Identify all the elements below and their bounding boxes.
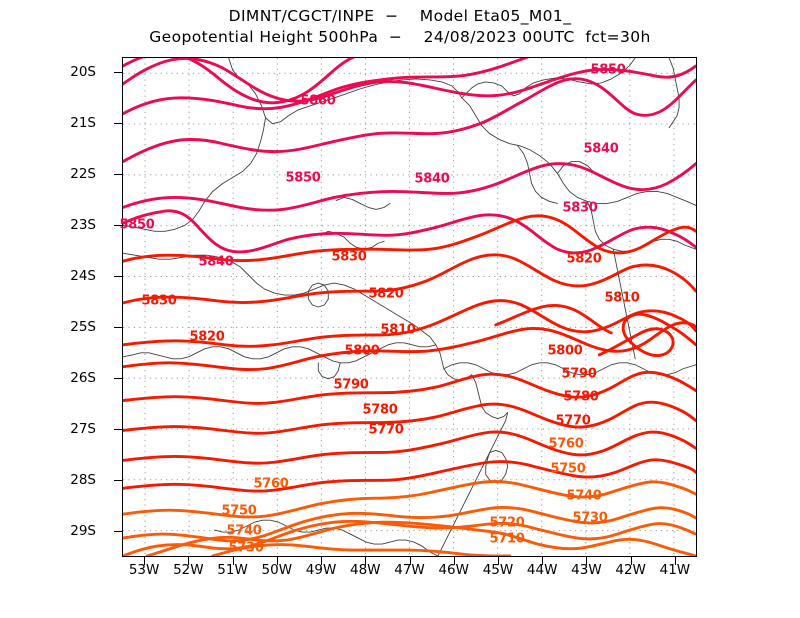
contour-label: 5760: [253, 476, 289, 492]
y-axis-tick-label: 27S: [70, 421, 96, 438]
y-axis-tick-label: 24S: [70, 268, 96, 285]
contour-label: 5830: [141, 293, 177, 309]
y-axis-tick: [114, 480, 122, 482]
x-axis-tick: [232, 557, 234, 565]
contour-label: 5810: [604, 290, 640, 306]
y-axis-tick: [114, 429, 122, 431]
plot-area: 5850 5860 5840 5850 5840 5830 5850 5830 5840 5820…: [119, 57, 697, 557]
contour-label: 5800: [547, 343, 583, 359]
y-axis-tick: [114, 174, 122, 176]
y-axis-tick-label: 25S: [70, 319, 96, 336]
x-axis-tick: [630, 557, 632, 565]
x-axis-tick-label: 49W: [305, 562, 337, 578]
x-axis-tick-label: 53W: [128, 562, 160, 578]
y-axis-tick: [114, 276, 122, 278]
y-axis-tick: [114, 327, 122, 329]
chart-title: DIMNT/CGCT/INPE − Model Eta05_M01_ Geopo…: [0, 6, 800, 48]
contour-label: 5810: [380, 322, 416, 338]
y-axis-tick-label: 20S: [70, 64, 96, 81]
contour-label: 5850: [285, 170, 321, 186]
x-axis-tick: [321, 557, 323, 565]
contour-label: 5820: [368, 286, 404, 302]
contour-label: 5840: [198, 254, 234, 270]
contour-label: 5840: [583, 141, 619, 157]
contour-label: 5830: [562, 200, 598, 216]
x-axis-tick-label: 46W: [438, 562, 469, 578]
x-axis-tick-label: 44W: [526, 562, 558, 578]
x-axis-tick-label: 48W: [350, 562, 381, 578]
contour-label: 5860: [300, 93, 336, 109]
x-axis-tick: [409, 557, 411, 565]
contour-label: 5750: [550, 461, 586, 477]
contour-label: 5850: [119, 217, 155, 233]
contour-label: 5820: [566, 251, 602, 267]
y-axis-tick-label: 23S: [70, 217, 96, 234]
contour-label: 5830: [331, 249, 367, 265]
x-axis-tick: [188, 557, 190, 565]
contour-label: 5770: [555, 413, 591, 429]
grid-lines: [123, 58, 696, 556]
y-axis-tick: [114, 72, 122, 74]
x-axis-tick: [365, 557, 367, 565]
contour-label: 5840: [414, 171, 450, 187]
contour-label: 5730: [572, 510, 608, 526]
x-axis-tick: [276, 557, 278, 565]
x-axis-tick: [586, 557, 588, 565]
contour-label: 5800: [344, 343, 380, 359]
contour-label: 5740: [226, 523, 262, 539]
x-axis-tick-label: 51W: [217, 562, 248, 578]
y-axis-tick-label: 21S: [70, 115, 96, 132]
y-axis-tick: [114, 123, 122, 125]
x-axis-tick-label: 41W: [659, 562, 691, 578]
contour-label: 5780: [563, 389, 599, 405]
y-axis-tick-label: 26S: [70, 370, 96, 387]
x-axis-tick: [453, 557, 455, 565]
y-axis-tick: [114, 225, 122, 227]
x-axis-tick-label: 43W: [571, 562, 602, 578]
contour-label: 5740: [566, 488, 602, 504]
contour-label: 5710: [489, 531, 525, 547]
title-line-1: DIMNT/CGCT/INPE − Model Eta05_M01_: [228, 7, 572, 25]
contour-lines: [123, 58, 696, 556]
y-axis-tick: [114, 378, 122, 380]
x-axis-tick: [674, 557, 676, 565]
contour-label: 5720: [489, 515, 525, 531]
x-axis-tick-label: 52W: [173, 562, 204, 578]
contour-label: 5820: [189, 329, 225, 345]
x-axis-tick: [144, 557, 146, 565]
contour-label: 5780: [362, 402, 398, 418]
contour-label: 5750: [221, 503, 257, 519]
contour-label: 5790: [333, 377, 369, 393]
x-axis-tick: [497, 557, 499, 565]
x-axis-tick-label: 42W: [615, 562, 646, 578]
x-axis-tick-label: 50W: [261, 562, 293, 578]
title-line-2: Geopotential Height 500hPa − 24/08/2023 …: [149, 28, 651, 46]
contour-label: 5760: [548, 436, 584, 452]
contour-label: 5730: [228, 540, 264, 556]
contour-label: 5770: [368, 422, 404, 438]
y-axis-tick: [114, 531, 122, 533]
contour-label: 5790: [561, 366, 597, 382]
x-axis-tick-label: 45W: [482, 562, 514, 578]
y-axis-tick-label: 22S: [70, 166, 96, 183]
y-axis-tick-label: 29S: [70, 523, 96, 540]
x-axis-tick: [542, 557, 544, 565]
x-axis-tick-label: 47W: [394, 562, 425, 578]
contour-label: 5850: [590, 62, 626, 78]
y-axis-tick-label: 28S: [70, 472, 96, 489]
